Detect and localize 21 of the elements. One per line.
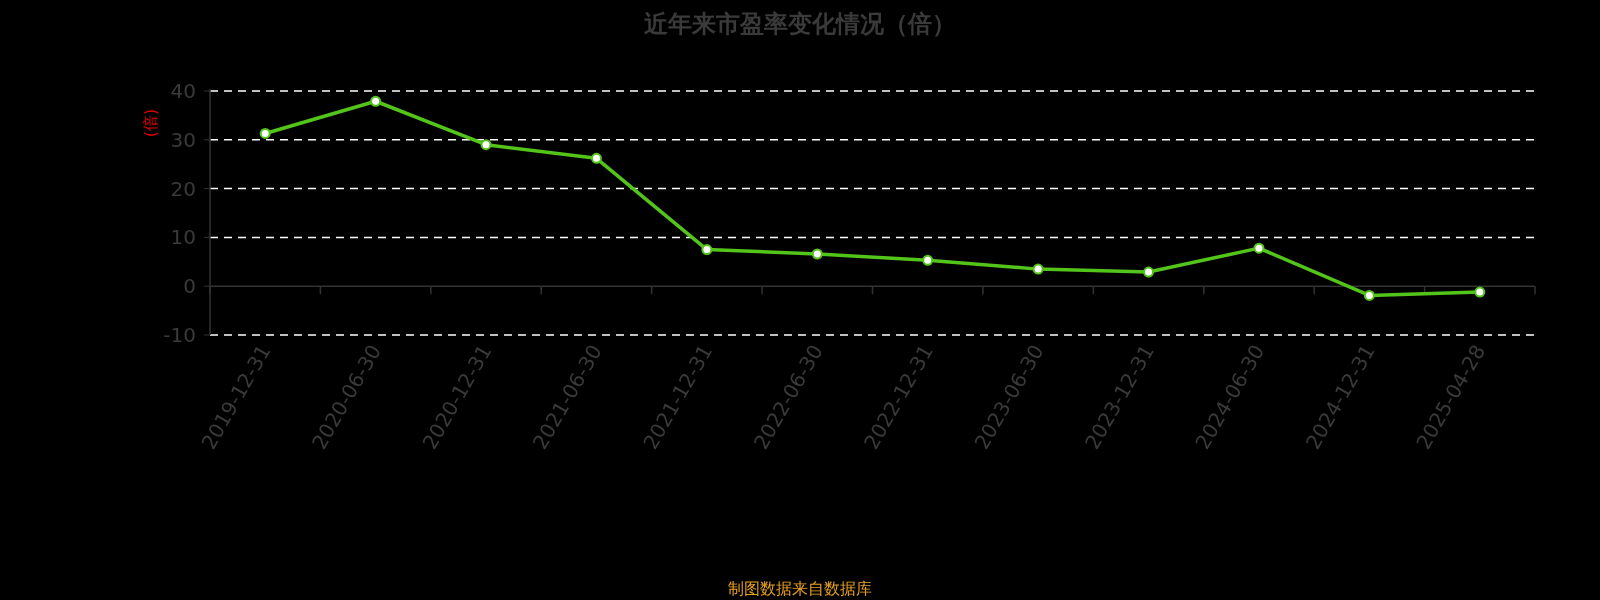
point xyxy=(701,244,713,256)
text: 制图数据来自数据库 xyxy=(728,579,872,598)
y-tick-label: 30 xyxy=(170,127,196,152)
point xyxy=(370,95,382,107)
y-tick-label: 20 xyxy=(170,176,196,201)
point xyxy=(1363,289,1375,301)
y-tick-label: 40 xyxy=(170,79,196,103)
point xyxy=(480,139,492,151)
point xyxy=(1253,242,1265,254)
point xyxy=(259,127,271,139)
point xyxy=(1032,263,1044,275)
point xyxy=(1143,266,1155,278)
point xyxy=(922,254,934,266)
y-tick-label: -10 xyxy=(163,323,196,347)
y-tick-label: 10 xyxy=(170,225,196,250)
y-tick-label: 0 xyxy=(183,274,196,299)
point xyxy=(811,248,823,260)
point xyxy=(1474,286,1486,298)
point xyxy=(590,152,602,164)
chart-title: 近年来市盈率变化情况（倍） xyxy=(644,10,956,38)
y-axis-title: (倍) xyxy=(141,108,160,138)
